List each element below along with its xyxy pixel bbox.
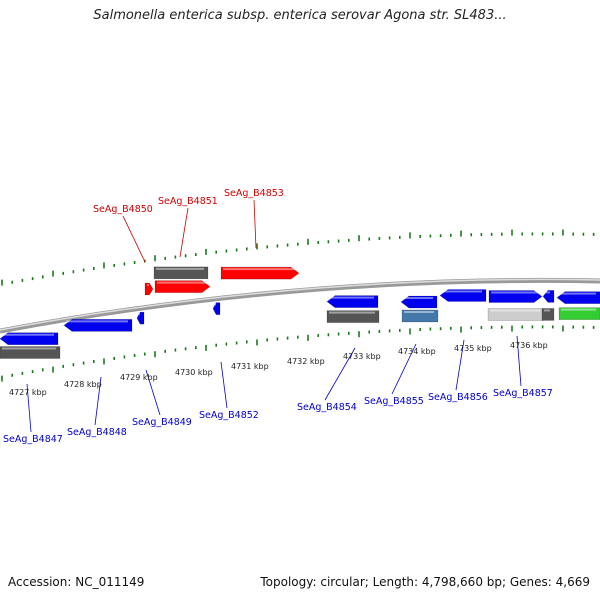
gene-arrow — [63, 319, 133, 332]
genome-summary: Topology: circular; Length: 4,798,660 bp… — [260, 575, 590, 589]
scale-labels: 4727 kbp 4728 kbp 4729 kbp 4730 kbp 4731 kbp… — [9, 341, 548, 397]
genome-backbone — [0, 277, 600, 334]
scale-label: 4733 kbp — [343, 352, 381, 361]
label-leader-line — [253, 199, 257, 249]
gene-label: SeAg_B4851 — [158, 196, 218, 207]
gene-arrow — [154, 280, 211, 293]
gene-label: SeAg_B4857 — [493, 388, 553, 399]
gene-arrow — [556, 291, 600, 304]
gene-label: SeAg_B4854 — [297, 402, 357, 413]
label-leader-line — [145, 369, 161, 416]
scale-label: 4730 kbp — [175, 368, 213, 377]
label-leader-line — [391, 343, 417, 395]
gene-track — [0, 266, 600, 359]
gene-arrow — [212, 302, 221, 315]
label-leader-line — [324, 347, 356, 401]
gene-label: SeAg_B4856 — [428, 392, 488, 403]
scale-label: 4734 kbp — [398, 347, 436, 356]
label-leader-line — [516, 335, 522, 387]
gene-arrow — [220, 266, 300, 280]
scale-label: 4735 kbp — [454, 344, 492, 353]
gene-label: SeAg_B4848 — [67, 427, 127, 438]
label-leader-line — [455, 339, 465, 391]
gene-labels: SeAg_B4850 SeAg_B4851 SeAg_B4853 SeAg_B4847… — [3, 188, 553, 445]
scale-label: 4727 kbp — [9, 388, 47, 397]
accession-label: Accession: NC_011149 — [8, 575, 145, 589]
gene-label: SeAg_B4850 — [93, 204, 153, 215]
label-leader-lines — [26, 199, 522, 433]
gene-label: SeAg_B4853 — [224, 188, 284, 199]
gene-label: SeAg_B4847 — [3, 434, 63, 445]
gene-arrow — [401, 309, 439, 323]
gene-arrow — [542, 290, 555, 303]
label-leader-line — [220, 361, 228, 409]
scale-label: 4729 kbp — [120, 373, 158, 382]
label-leader-line — [94, 376, 102, 426]
gene-arrow — [0, 346, 61, 359]
gene-arrow — [0, 332, 59, 346]
scale-label: 4736 kbp — [510, 341, 548, 350]
label-leader-line — [179, 207, 189, 258]
gene-arrow — [326, 310, 380, 323]
genome-backbone-highlight — [0, 278, 600, 331]
gene-arrow — [400, 295, 438, 309]
gene-arrow — [144, 282, 154, 296]
label-leader-line — [26, 383, 32, 433]
gene-label: SeAg_B4855 — [364, 396, 424, 407]
gene-arrow — [326, 295, 379, 308]
gene-arrow — [541, 308, 555, 321]
scale-label: 4728 kbp — [64, 380, 102, 389]
scale-label: 4731 kbp — [231, 362, 269, 371]
gene-arrow — [439, 289, 487, 302]
gene-arrow — [488, 290, 543, 303]
scale-label: 4732 kbp — [287, 357, 325, 366]
map-title: Salmonella enterica subsp. enterica sero… — [93, 8, 507, 23]
gene-arrow — [487, 308, 545, 321]
gene-arrow — [136, 311, 145, 325]
inner-scale-ticks — [1, 325, 595, 382]
gene-arrow — [153, 266, 209, 280]
gene-label: SeAg_B4849 — [132, 417, 192, 428]
gene-arrow — [558, 307, 600, 320]
label-leader-line — [122, 215, 146, 263]
outer-scale-ticks — [1, 229, 595, 286]
gene-label: SeAg_B4852 — [199, 410, 259, 421]
